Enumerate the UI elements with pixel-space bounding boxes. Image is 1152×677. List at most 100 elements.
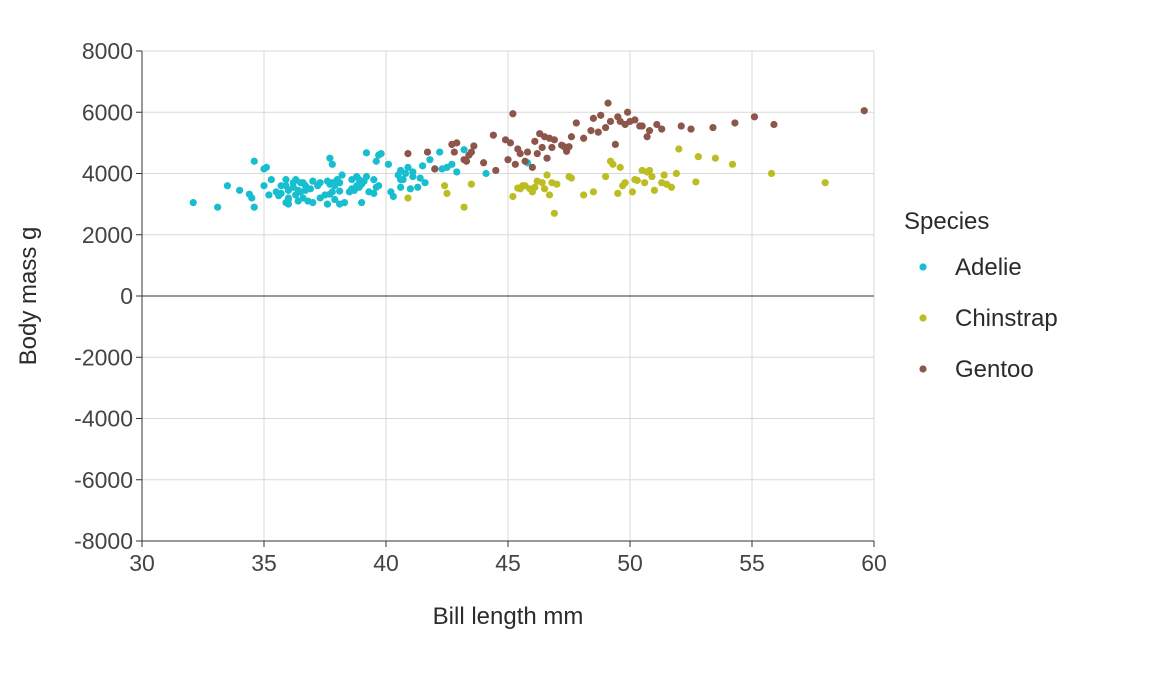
legend-title: Species: [904, 208, 989, 235]
adelie-point: [338, 171, 346, 179]
gentoo-point: [565, 143, 573, 151]
gentoo-point: [516, 149, 524, 158]
y-tick-label: -4000: [74, 406, 133, 432]
gentoo-point: [658, 125, 666, 133]
gentoo-point: [521, 157, 529, 165]
x-tick-label: 35: [251, 550, 277, 576]
adelie-point: [460, 146, 468, 154]
legend-marker-gentoo: [919, 365, 927, 373]
chinstrap-point: [672, 169, 680, 178]
gentoo-point: [602, 123, 610, 132]
adelie-point: [223, 182, 231, 190]
chinstrap-point: [609, 160, 617, 168]
adelie-point: [336, 179, 344, 187]
adelie-point: [250, 157, 258, 165]
adelie-point: [248, 194, 256, 202]
adelie-point: [328, 188, 336, 196]
gentoo-point: [645, 127, 654, 135]
gentoo-point: [431, 165, 439, 173]
chinstrap-point: [550, 209, 558, 217]
legend: Species Adelie Chinstrap Gentoo: [904, 208, 1058, 383]
adelie-point: [277, 189, 285, 198]
gentoo-point: [523, 148, 532, 156]
adelie-point: [409, 172, 417, 181]
gentoo-point: [589, 114, 598, 122]
adelie-point: [406, 185, 414, 193]
adelie-point: [370, 176, 378, 184]
adelie-point: [214, 203, 222, 211]
gentoo-point: [453, 139, 461, 147]
gentoo-point: [770, 120, 778, 129]
adelie-point: [267, 176, 275, 184]
gentoo-point: [492, 166, 500, 175]
gentoo-point: [677, 122, 685, 130]
adelie-point: [260, 182, 268, 190]
adelie-point: [362, 172, 371, 181]
y-tick-label: 2000: [82, 222, 133, 248]
adelie-point: [377, 149, 385, 158]
chinstrap-point: [602, 172, 610, 181]
gentoo-point: [489, 131, 497, 139]
adelie-point: [372, 157, 380, 165]
y-axis-title: Body mass g: [15, 227, 42, 366]
gentoo-point: [572, 119, 580, 127]
adelie-point: [362, 149, 371, 157]
gentoo-point: [587, 127, 595, 135]
gentoo-point: [509, 110, 517, 118]
y-tick-label: 0: [120, 283, 133, 309]
y-tick-label: 4000: [82, 161, 133, 187]
adelie-point: [236, 186, 244, 194]
adelie-point: [453, 168, 461, 176]
chinstrap-point: [580, 191, 588, 199]
adelie-point: [399, 176, 407, 184]
gentoo-point: [531, 137, 539, 145]
chinstrap-point: [567, 174, 576, 182]
gentoo-point: [611, 140, 619, 149]
gentoo-point: [470, 142, 478, 150]
adelie-point: [328, 160, 336, 168]
adelie-point: [340, 198, 349, 207]
gentoo-point: [467, 148, 475, 156]
gentoo-point: [543, 154, 551, 162]
legend-label-gentoo: Gentoo: [955, 356, 1034, 383]
chinstrap-point: [711, 154, 720, 162]
gentoo-point: [709, 123, 717, 132]
x-tick-label: 55: [739, 550, 765, 576]
chinstrap-point: [538, 179, 546, 187]
gentoo-point: [548, 143, 556, 152]
adelie-point: [436, 148, 444, 156]
x-tick-label: 30: [129, 550, 155, 576]
chinstrap-point: [821, 179, 829, 187]
adelie-point: [250, 203, 258, 211]
chinstrap-point: [621, 179, 629, 187]
chinstrap-point: [641, 179, 649, 187]
adelie-point: [370, 189, 378, 198]
y-tick-label: 6000: [82, 99, 133, 125]
adelie-point: [401, 169, 410, 178]
adelie-point: [375, 182, 383, 190]
chinstrap-point: [541, 185, 549, 193]
chinstrap-point: [616, 163, 624, 171]
points-layer: [189, 99, 868, 217]
adelie-point: [306, 185, 314, 193]
legend-marker-chinstrap: [919, 314, 927, 322]
legend-label-adelie: Adelie: [955, 254, 1022, 281]
gentoo-point: [504, 156, 512, 164]
gentoo-point: [462, 157, 471, 165]
x-tick-label: 45: [495, 550, 521, 576]
gentoo-point: [538, 143, 546, 152]
chinstrap-point: [650, 186, 659, 194]
adelie-point: [384, 160, 393, 168]
legend-items: Adelie Chinstrap Gentoo: [919, 254, 1058, 383]
adelie-point: [309, 177, 317, 185]
adelie-point: [448, 160, 456, 168]
gentoo-point: [480, 159, 488, 167]
chinstrap-point: [728, 160, 737, 168]
gentoo-point: [423, 148, 432, 156]
gentoo-point: [528, 163, 537, 171]
adelie-point: [262, 163, 271, 171]
legend-marker-adelie: [919, 263, 927, 271]
gentoo-point: [631, 116, 639, 124]
chinstrap-point: [443, 189, 451, 198]
